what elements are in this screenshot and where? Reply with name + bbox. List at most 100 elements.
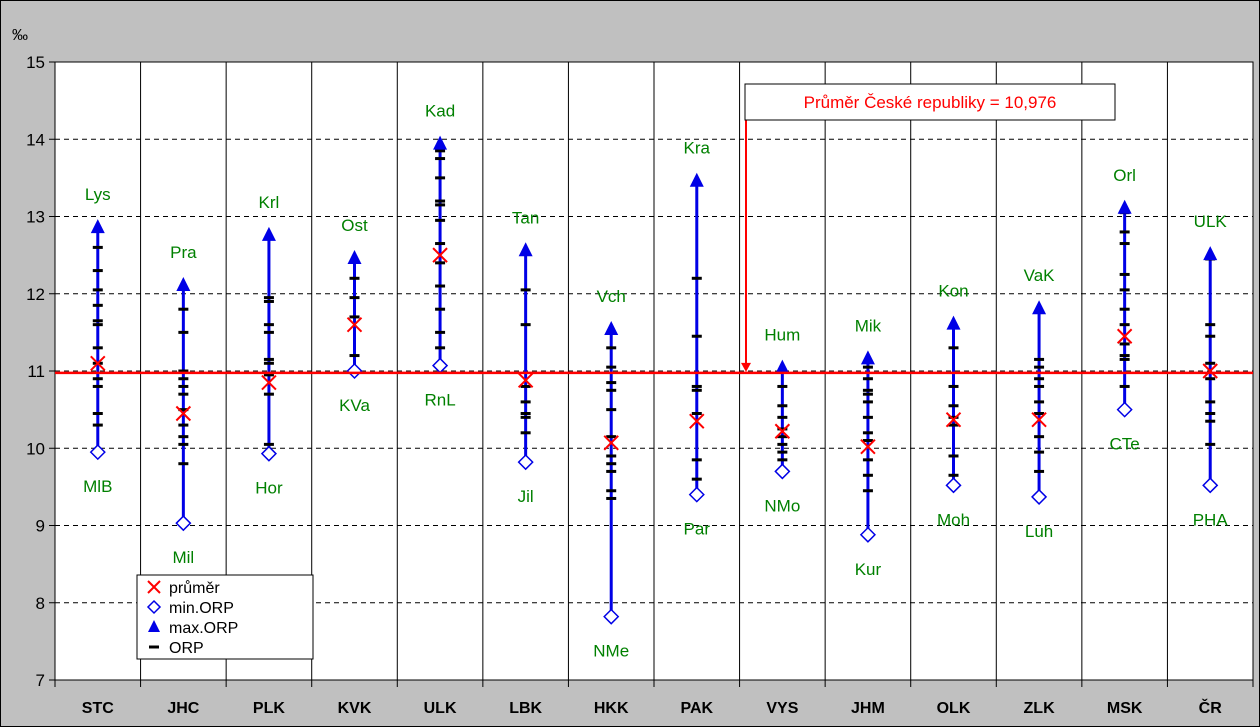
max-label: Mik <box>855 316 882 335</box>
min-marker <box>945 477 962 494</box>
max-marker <box>689 172 704 187</box>
region-ZLK: VaK Luh <box>1024 266 1056 541</box>
max-label: Kra <box>684 139 711 158</box>
x-tick-label-ULK: ULK <box>424 700 457 717</box>
max-label: Ost <box>341 216 368 235</box>
mean-marker <box>689 413 705 429</box>
mean-marker <box>261 374 277 391</box>
average-label-box <box>744 83 1116 121</box>
x-tick-label-VYS: VYS <box>766 700 798 717</box>
region-PLK: Krl Hor <box>255 193 283 498</box>
mean-marker <box>860 438 876 455</box>
legend-item-triangle: max.ORP <box>148 620 238 637</box>
legend-box <box>136 574 314 660</box>
y-tick-label: 9 <box>36 517 45 536</box>
max-marker <box>1117 199 1132 214</box>
mean-marker <box>90 355 106 371</box>
x-tick-label-JHC: JHC <box>167 700 199 717</box>
legend-item-diamond: min.ORP <box>146 599 234 617</box>
min-marker <box>774 463 791 480</box>
legend-label: průměr <box>169 579 220 597</box>
max-label: Tan <box>512 208 539 227</box>
max-label: Vch <box>597 287 626 306</box>
mean-marker <box>517 372 534 388</box>
min-marker <box>1116 401 1133 418</box>
mean-marker <box>774 423 791 439</box>
min-marker <box>1031 488 1048 505</box>
y-tick-label: 15 <box>26 53 45 72</box>
max-marker <box>347 249 362 264</box>
region-ČR: ULK PHA <box>1193 212 1229 529</box>
x-tick-label-MSK: MSK <box>1107 700 1143 717</box>
legend-item-dash: ORP <box>149 640 204 657</box>
x-tick-label-PLK: PLK <box>253 700 285 717</box>
min-label: Par <box>684 520 711 539</box>
region-JHM: Mik Kur <box>855 316 882 578</box>
min-label: NMo <box>764 496 800 515</box>
mean-marker <box>346 316 363 333</box>
legend-marker-min <box>146 599 162 615</box>
region-LBK: Tan Jil <box>512 208 539 506</box>
max-label: Orl <box>1113 166 1136 185</box>
min-label: Moh <box>937 510 970 529</box>
min-label: Hor <box>255 479 283 498</box>
average-label: Průměr České republiky = 10,976 <box>804 93 1057 112</box>
legend-item-x: průměr <box>147 579 220 597</box>
min-label: Jil <box>518 487 534 506</box>
y-tick-label: 8 <box>36 594 45 613</box>
max-marker <box>775 359 790 374</box>
grid-lines <box>55 62 1253 680</box>
max-marker <box>433 135 448 150</box>
y-tick-label: 12 <box>26 285 45 304</box>
mean-marker <box>175 405 192 422</box>
max-marker <box>176 277 191 292</box>
average-arrow-head <box>741 362 751 372</box>
legend-marker-mean <box>147 580 161 594</box>
region-PAK: Kra Par <box>684 139 711 539</box>
min-marker <box>517 454 534 471</box>
max-label: ULK <box>1194 212 1228 231</box>
min-label: MlB <box>83 477 112 496</box>
max-marker <box>860 350 875 365</box>
min-marker <box>1202 477 1219 494</box>
mean-marker <box>432 247 448 263</box>
average-line-group: Průměr České republiky = 10,976 <box>55 83 1253 375</box>
x-tick-label-ZLK: ZLK <box>1024 700 1056 717</box>
legend-label: max.ORP <box>169 620 238 637</box>
y-tick-label: 7 <box>36 671 45 690</box>
legend-label: ORP <box>169 640 204 657</box>
x-tick-label-KVK: KVK <box>338 700 372 717</box>
min-label: NMe <box>593 642 629 661</box>
x-tick-label-JHM: JHM <box>851 700 885 717</box>
region-ULK: Kad RnL <box>424 102 455 410</box>
max-marker <box>946 315 961 330</box>
legend-marker-max <box>148 620 160 632</box>
region-STC: Lys MlB <box>83 185 112 496</box>
min-label: PHA <box>1193 510 1229 529</box>
x-axis: STC JHC PLK KVK ULK LBK HKK PAK VYS JHM OLK ZLK MSK Č… <box>54 680 1254 717</box>
min-marker <box>859 526 876 543</box>
mean-marker <box>1202 363 1218 379</box>
min-marker <box>603 608 620 625</box>
y-tick-label: 10 <box>26 439 45 458</box>
max-label: VaK <box>1024 266 1056 285</box>
max-marker <box>518 242 533 257</box>
x-tick-label-HKK: HKK <box>594 700 629 717</box>
min-label: RnL <box>424 391 455 410</box>
min-marker <box>346 362 363 380</box>
min-label: KVa <box>339 396 370 415</box>
y-axis-unit-label: ‰ <box>12 27 28 44</box>
y-tick-label: 11 <box>27 362 45 381</box>
max-label: Hum <box>764 326 800 345</box>
region-KVK: Ost KVa <box>339 216 370 415</box>
max-label: Pra <box>170 243 197 262</box>
min-label: Kur <box>855 560 882 579</box>
y-tick-label: 13 <box>26 208 45 227</box>
series-layer: Lys MlB Pra Mil Krl Hor Ost KVa Kad RnL Tan Jil Vch N… <box>83 102 1228 661</box>
mean-marker <box>603 435 619 451</box>
mean-marker <box>1031 411 1047 428</box>
x-tick-label-PAK: PAK <box>680 700 713 717</box>
max-label: Lys <box>85 185 111 204</box>
region-HKK: Vch NMe <box>593 287 629 661</box>
